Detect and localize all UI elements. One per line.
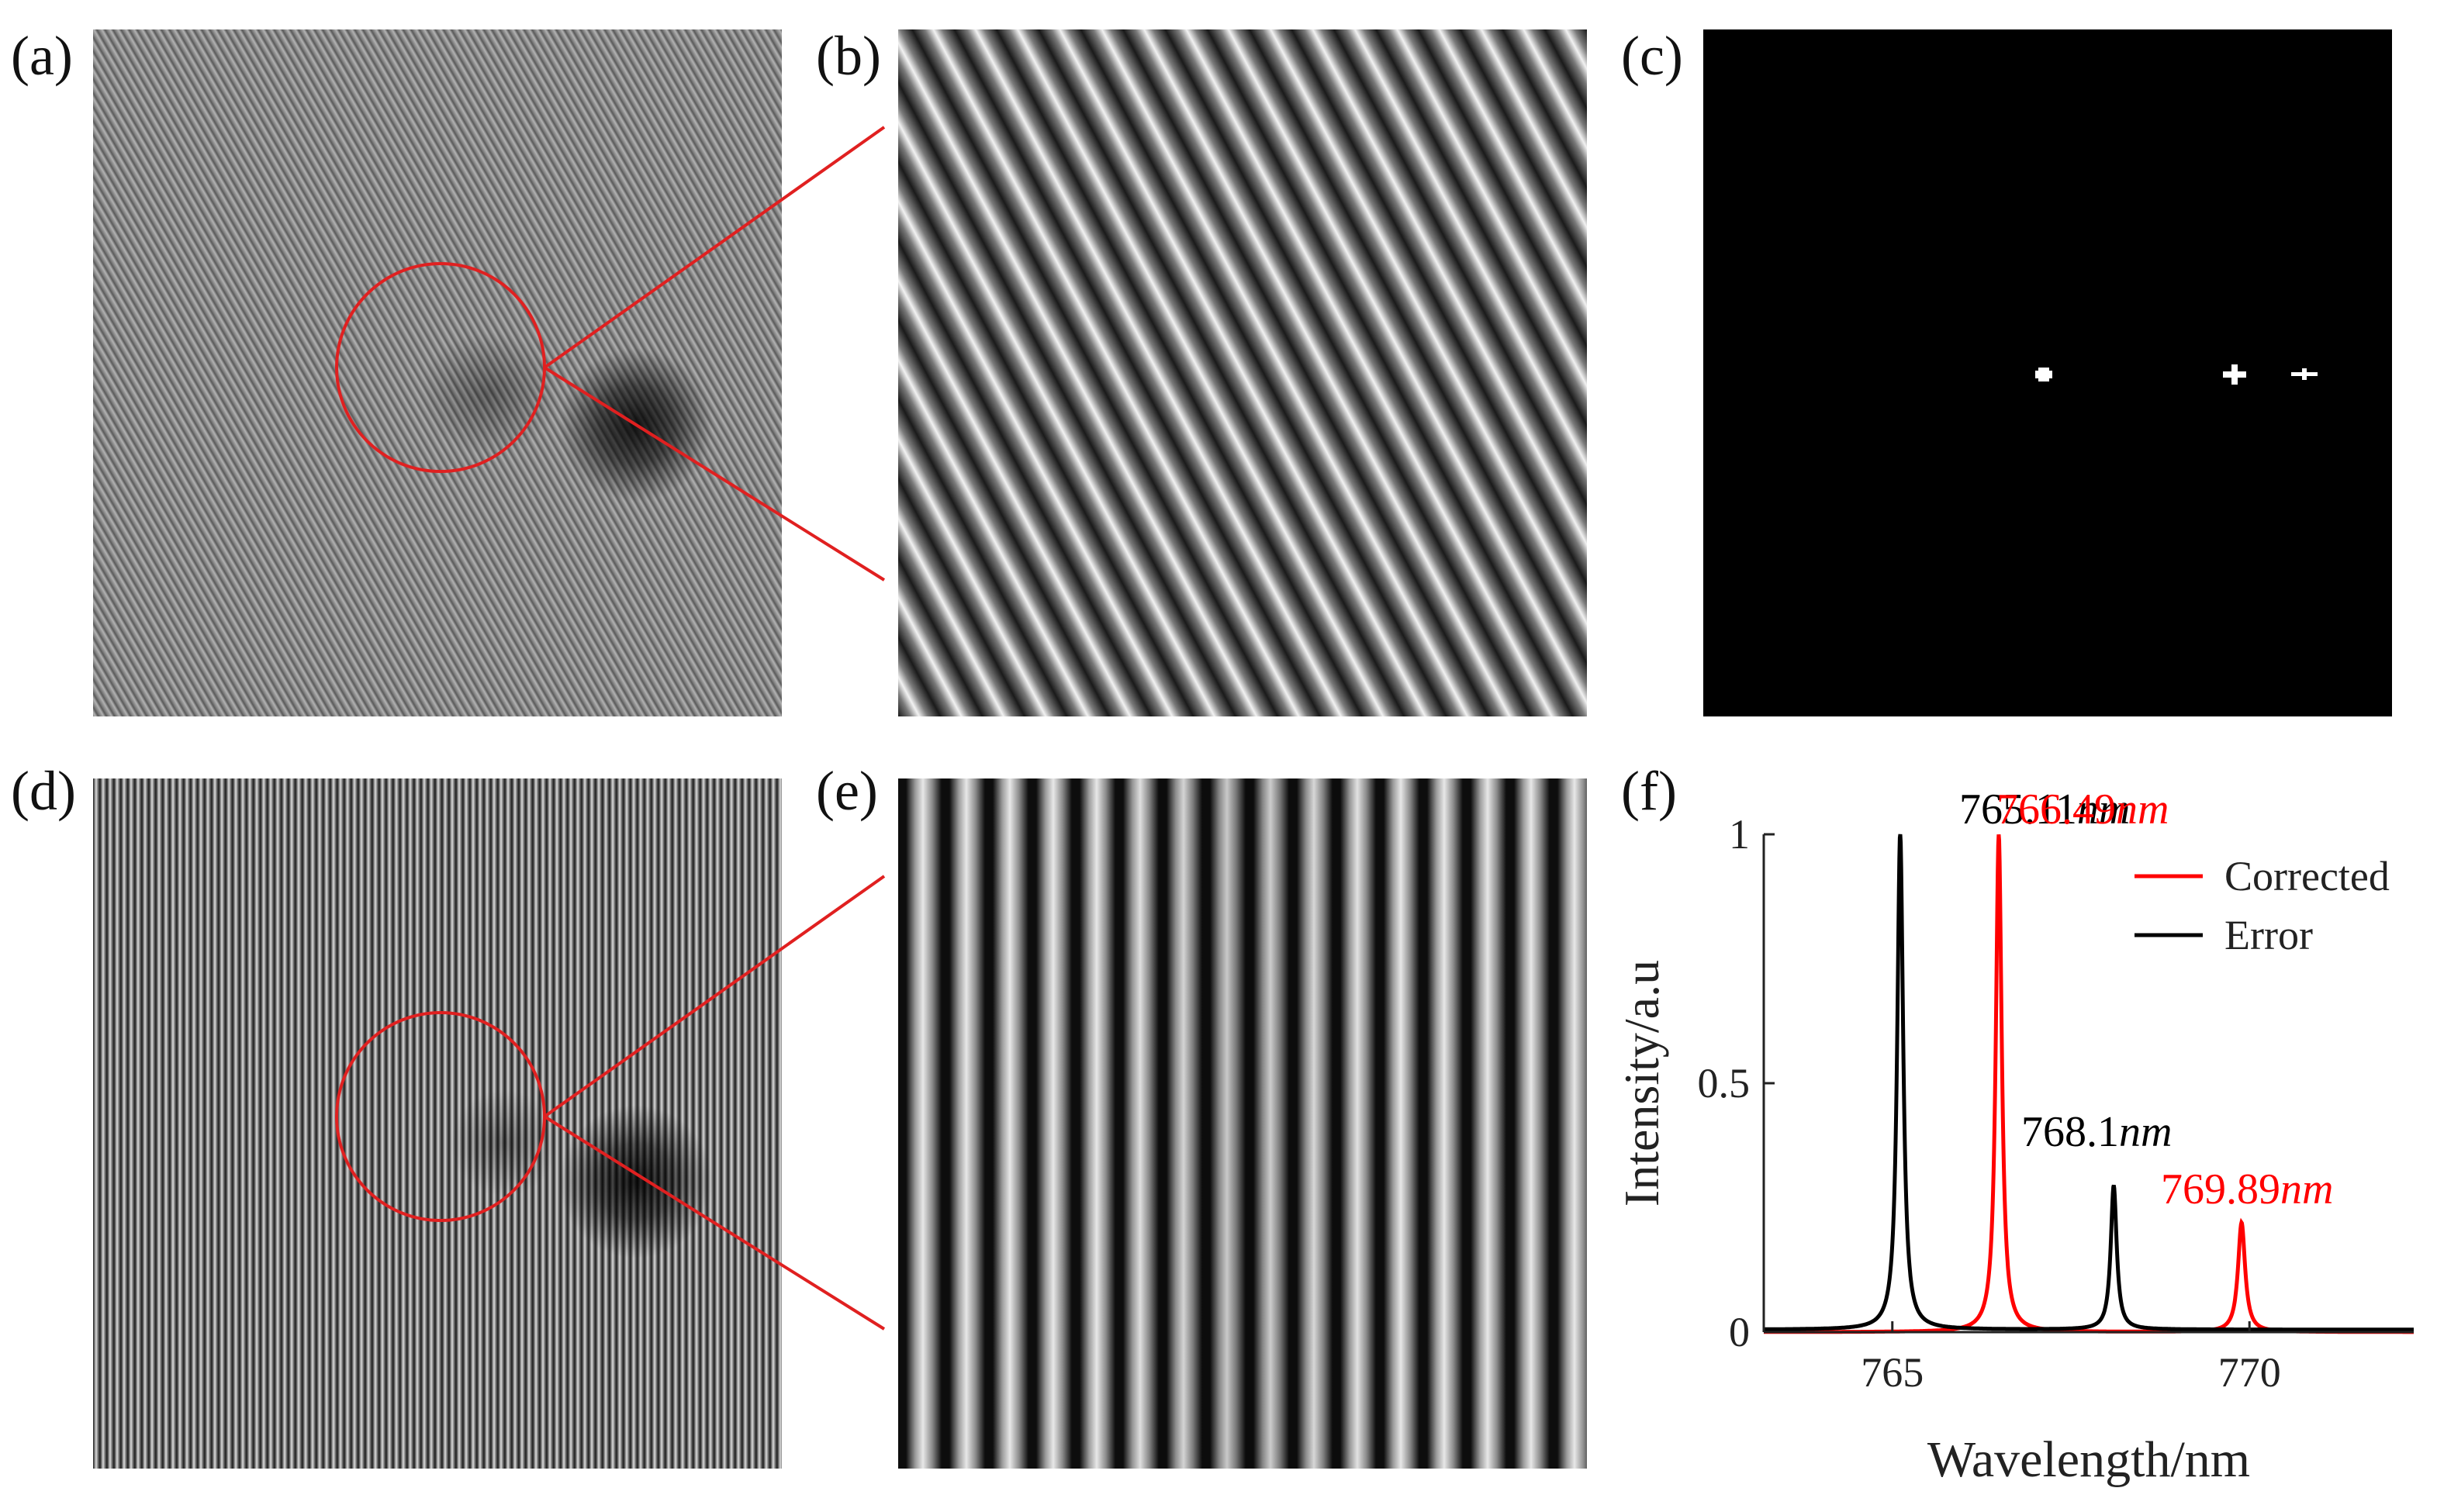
fringe-image-diagonal	[93, 29, 782, 716]
panel-label-e: (e)	[816, 760, 878, 822]
x-tick-label: 770	[2218, 1349, 2281, 1396]
spectrum-dot-middle-vertical	[2231, 364, 2238, 385]
x-axis-label: Wavelength/nm	[1927, 1431, 2250, 1488]
chart-series-group	[1764, 834, 2414, 1334]
peak-annotation: 766.49nm	[1996, 785, 2169, 834]
peak-annotation: 768.1nm	[2021, 1108, 2172, 1156]
series-line-error	[1764, 834, 2414, 1332]
y-axis-label: Intensity/a.u	[1614, 960, 1669, 1206]
y-tick-label: 1	[1729, 811, 1750, 858]
chart-ticks: 765 770 0 0.5 1	[1698, 811, 2281, 1396]
dark-spot	[558, 1104, 714, 1259]
legend-label-corrected: Corrected	[2224, 853, 2390, 899]
fourier-spectrum-image	[1703, 29, 2392, 716]
zoom-connector-bottom	[543, 1115, 886, 1331]
series-line-corrected	[1764, 834, 2414, 1334]
panel-label-c: (c)	[1621, 25, 1683, 87]
chart-axes	[1762, 834, 2414, 1334]
peak-annotation: 765.11nm	[1959, 785, 2130, 834]
panel-label-a: (a)	[11, 25, 73, 87]
fringe-zoom-diagonal	[898, 29, 1587, 716]
fringe-image-vertical	[93, 778, 782, 1469]
peak-annotation: 769.89nm	[2161, 1165, 2333, 1213]
chart-legend: Corrected Error	[2135, 853, 2390, 958]
zoom-connector-bottom	[543, 366, 886, 582]
faint-dark-spot	[419, 332, 558, 456]
fringe-zoom-vertical	[898, 778, 1587, 1469]
panel-label-b: (b)	[816, 25, 881, 87]
panel-label-f: (f)	[1621, 760, 1677, 822]
x-tick-label: 765	[1861, 1349, 1924, 1396]
legend-label-error: Error	[2224, 912, 2313, 958]
y-tick-label: 0.5	[1698, 1060, 1751, 1106]
y-tick-label: 0	[1729, 1309, 1750, 1355]
zoom-connector-top	[543, 126, 886, 369]
panel-label-d: (d)	[11, 760, 76, 822]
spectrum-dot-left-vertical	[2038, 368, 2049, 381]
spectrum-dot-right-vertical	[2302, 368, 2307, 380]
fourier-spectrum-dots	[2035, 364, 2318, 385]
zoom-connector-top	[543, 875, 886, 1118]
